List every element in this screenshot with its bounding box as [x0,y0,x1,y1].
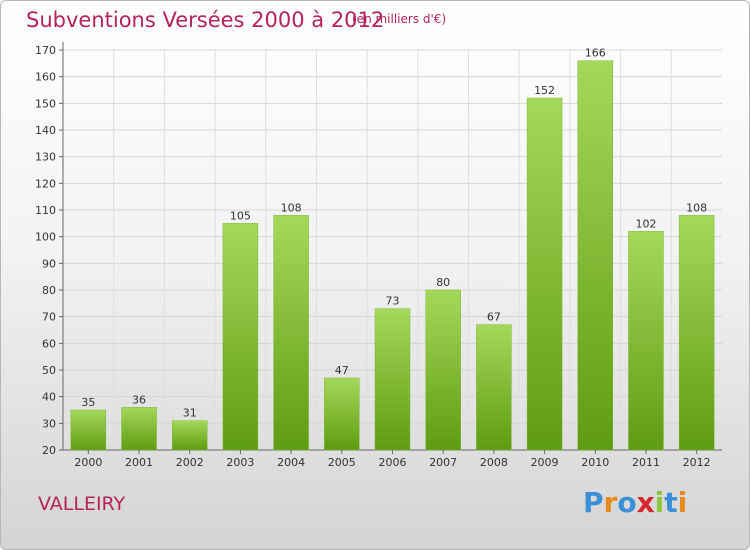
logo-letter: t [664,486,678,519]
y-tick-label: 170 [35,44,56,57]
data-label: 35 [81,396,95,409]
bar-2008 [476,324,512,451]
x-tick-label: 2004 [277,456,305,469]
x-tick-label: 2003 [226,456,254,469]
bars [70,60,715,451]
y-tick-label: 20 [42,444,56,457]
logo-letter: i [677,486,688,519]
data-label: 152 [534,84,555,97]
x-tick-label: 2006 [379,456,407,469]
y-tick-label: 80 [42,284,56,297]
chart-subtitle: (en milliers d'€) [352,12,447,26]
proxiti-logo: Proxiti [583,486,687,519]
y-tick-label: 110 [35,204,56,217]
x-tick-label: 2005 [328,456,356,469]
commune-name: VALLEIRY [38,493,126,515]
bar-2005 [324,377,360,451]
y-tick-label: 60 [42,337,56,350]
x-tick-label: 2002 [176,456,204,469]
x-tick-labels: 2000 2001 2002 2003 2004 2005 2006 2007 2008 2009… [74,456,710,469]
logo-letter: P [583,486,604,519]
y-tick-label: 50 [42,364,56,377]
y-tick-label: 90 [42,257,56,270]
data-labels: 35 36 31 105 108 47 73 80 67 152 166 102 108 [81,47,707,420]
x-tick-label: 2011 [632,456,660,469]
logo-letter: x [636,486,655,519]
data-label: 80 [436,276,450,289]
x-tick-label: 2009 [531,456,559,469]
y-tick-labels: 20 30 40 50 60 70 80 90 100 110 120 130 140 150 160 170 [35,44,56,457]
x-tick-label: 2012 [683,456,711,469]
bar-2004 [273,215,309,451]
x-tick-label: 2007 [429,456,457,469]
y-tick-label: 150 [35,97,56,110]
bar-2007 [425,289,461,451]
y-tick-label: 140 [35,124,56,137]
chart-title: Subventions Versées 2000 à 2012 [26,8,385,32]
data-label: 67 [487,311,501,324]
data-label: 47 [335,364,349,377]
data-label: 108 [686,201,707,214]
bar-2000 [70,409,107,451]
y-tick-label: 120 [35,177,56,190]
x-tick-label: 2010 [581,456,609,469]
bar-2002 [171,420,208,451]
y-tick-label: 100 [35,231,56,244]
data-label: 166 [585,47,606,60]
y-tick-label: 30 [42,417,56,430]
logo-letter: o [617,486,637,519]
bar-2001 [121,407,157,451]
y-tick-label: 70 [42,311,56,324]
data-label: 31 [183,407,197,420]
bar-2011 [628,231,664,451]
y-tick-label: 130 [35,151,56,164]
x-tick-label: 2000 [74,456,102,469]
bar-2010 [577,60,614,451]
logo-letter: i [654,486,665,519]
data-label: 105 [230,209,251,222]
bar-2012 [678,215,715,451]
x-tick-label: 2008 [480,456,508,469]
data-label: 102 [635,217,656,230]
data-label: 36 [132,393,146,406]
x-tick-label: 2001 [125,456,153,469]
bar-2003 [222,223,259,451]
data-label: 108 [281,201,302,214]
data-label: 73 [386,295,400,308]
logo-letter: r [603,486,618,519]
y-tick-label: 160 [35,71,56,84]
y-tick-label: 40 [42,391,56,404]
bar-2009 [526,97,563,451]
bar-2006 [374,308,411,451]
